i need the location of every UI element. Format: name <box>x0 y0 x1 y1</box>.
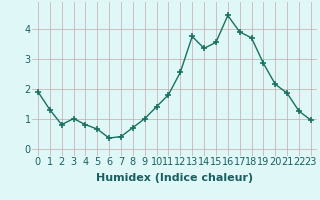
X-axis label: Humidex (Indice chaleur): Humidex (Indice chaleur) <box>96 173 253 183</box>
